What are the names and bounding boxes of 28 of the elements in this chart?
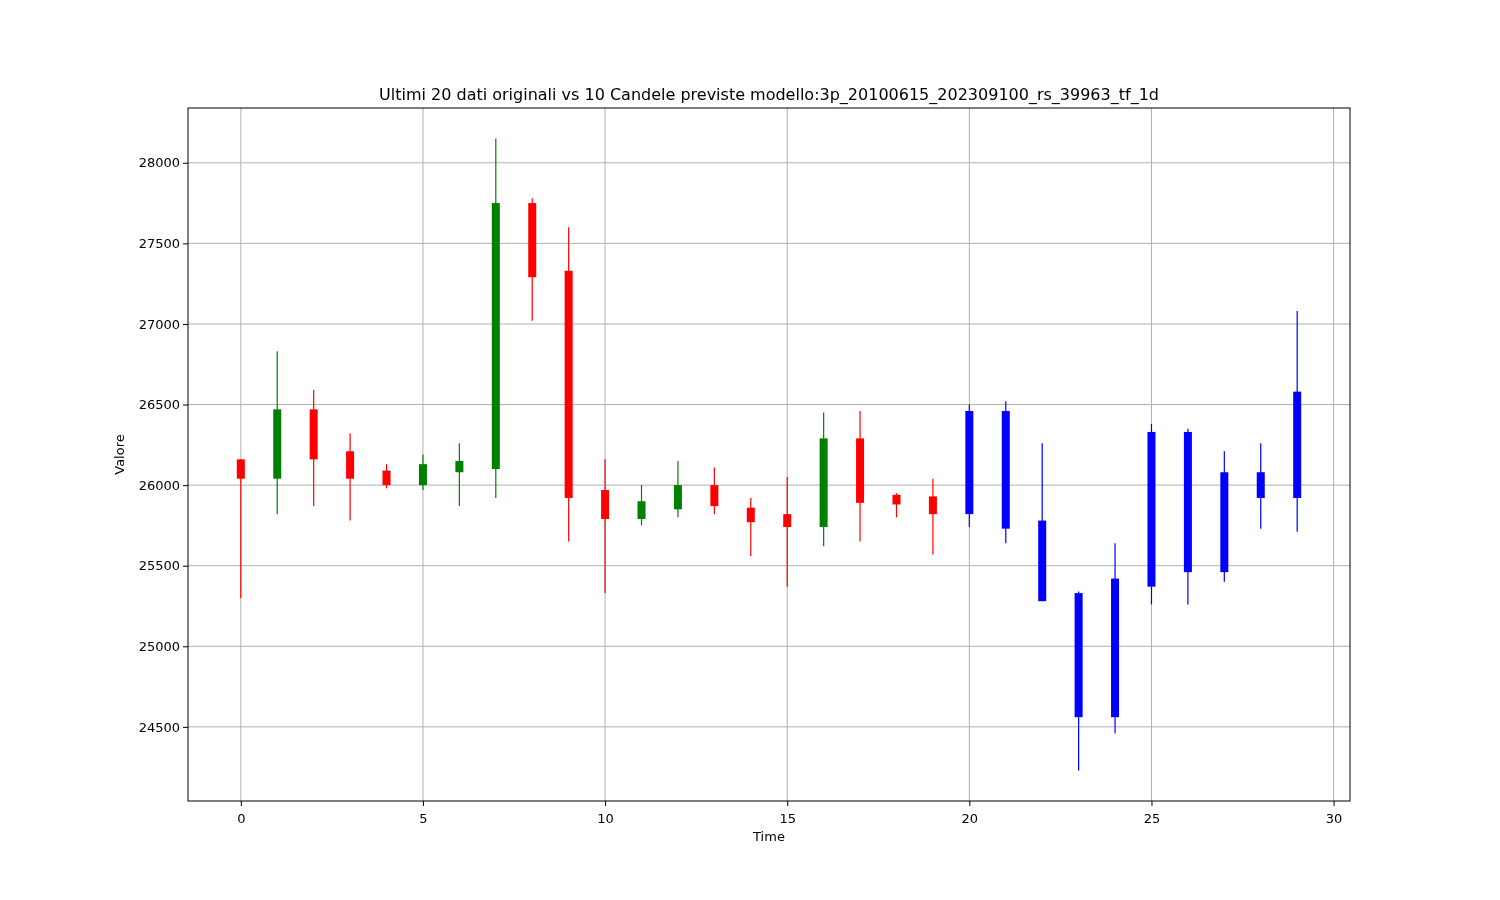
- y-axis-title: Valore: [112, 434, 127, 475]
- x-tick-label: 10: [597, 811, 614, 827]
- candlestick: [892, 492, 901, 518]
- y-tick-label: 25000: [138, 638, 180, 654]
- candlestick: [928, 478, 937, 556]
- x-tick-label: 5: [419, 811, 428, 827]
- chart-title: Ultimi 20 dati originali vs 10 Candele previste modello:3p_20100615_202309100_rs_39963_tf_1d: [379, 85, 1159, 105]
- y-tick-label: 27500: [138, 236, 180, 252]
- candlestick: [783, 476, 792, 588]
- x-tick-label: 25: [1143, 811, 1161, 827]
- x-tick-label: 20: [961, 811, 979, 827]
- x-tick-label: 30: [1325, 811, 1343, 827]
- y-tick-label: 28000: [138, 155, 180, 171]
- candlestick: [637, 484, 646, 527]
- y-tick-label: 26000: [138, 477, 180, 493]
- candlestick: [236, 458, 245, 599]
- y-tick-label: 24500: [138, 719, 180, 735]
- candlestick: [746, 497, 755, 557]
- candlestick: [455, 442, 464, 507]
- candlestick: [710, 466, 719, 515]
- candlestick: [382, 463, 391, 489]
- candlestick: [418, 453, 427, 491]
- x-axis-title: Time: [752, 829, 785, 844]
- x-tick-label: 0: [237, 811, 246, 827]
- y-tick-label: 26500: [138, 397, 180, 413]
- x-tick-label: 15: [779, 811, 796, 827]
- y-tick-label: 25500: [138, 558, 180, 574]
- y-tick-label: 27000: [138, 316, 180, 332]
